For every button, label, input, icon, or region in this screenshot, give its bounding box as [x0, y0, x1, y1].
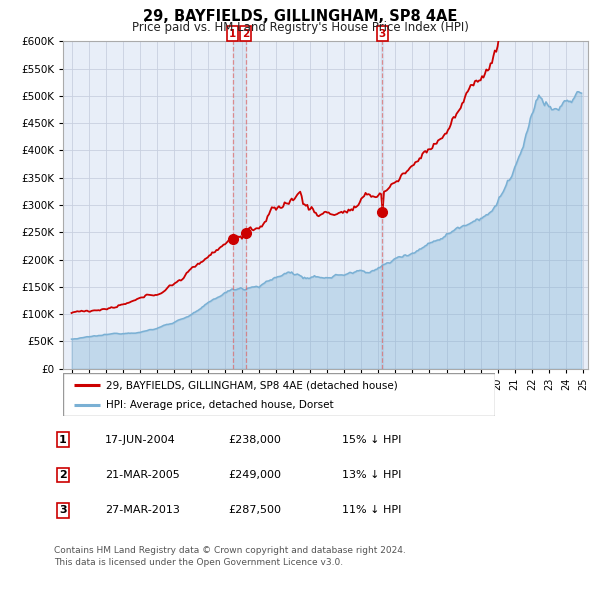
- Text: 29, BAYFIELDS, GILLINGHAM, SP8 4AE: 29, BAYFIELDS, GILLINGHAM, SP8 4AE: [143, 9, 457, 24]
- Text: 17-JUN-2004: 17-JUN-2004: [105, 435, 176, 444]
- Text: £249,000: £249,000: [228, 470, 281, 480]
- Text: 21-MAR-2005: 21-MAR-2005: [105, 470, 180, 480]
- Bar: [233, 41, 246, 369]
- Text: 2: 2: [59, 470, 67, 480]
- Text: 2: 2: [242, 28, 250, 38]
- Text: 1: 1: [59, 435, 67, 444]
- Text: 3: 3: [59, 506, 67, 515]
- Text: HPI: Average price, detached house, Dorset: HPI: Average price, detached house, Dors…: [106, 401, 334, 410]
- Text: £287,500: £287,500: [228, 506, 281, 515]
- Text: 27-MAR-2013: 27-MAR-2013: [105, 506, 180, 515]
- Text: Contains HM Land Registry data © Crown copyright and database right 2024.: Contains HM Land Registry data © Crown c…: [54, 546, 406, 555]
- Text: 15% ↓ HPI: 15% ↓ HPI: [342, 435, 401, 444]
- Text: 1: 1: [229, 28, 236, 38]
- Text: 11% ↓ HPI: 11% ↓ HPI: [342, 506, 401, 515]
- Text: 29, BAYFIELDS, GILLINGHAM, SP8 4AE (detached house): 29, BAYFIELDS, GILLINGHAM, SP8 4AE (deta…: [106, 381, 398, 391]
- Text: £238,000: £238,000: [228, 435, 281, 444]
- Bar: [382, 41, 383, 369]
- Text: 13% ↓ HPI: 13% ↓ HPI: [342, 470, 401, 480]
- Text: Price paid vs. HM Land Registry's House Price Index (HPI): Price paid vs. HM Land Registry's House …: [131, 21, 469, 34]
- Text: This data is licensed under the Open Government Licence v3.0.: This data is licensed under the Open Gov…: [54, 558, 343, 566]
- Text: 3: 3: [379, 28, 386, 38]
